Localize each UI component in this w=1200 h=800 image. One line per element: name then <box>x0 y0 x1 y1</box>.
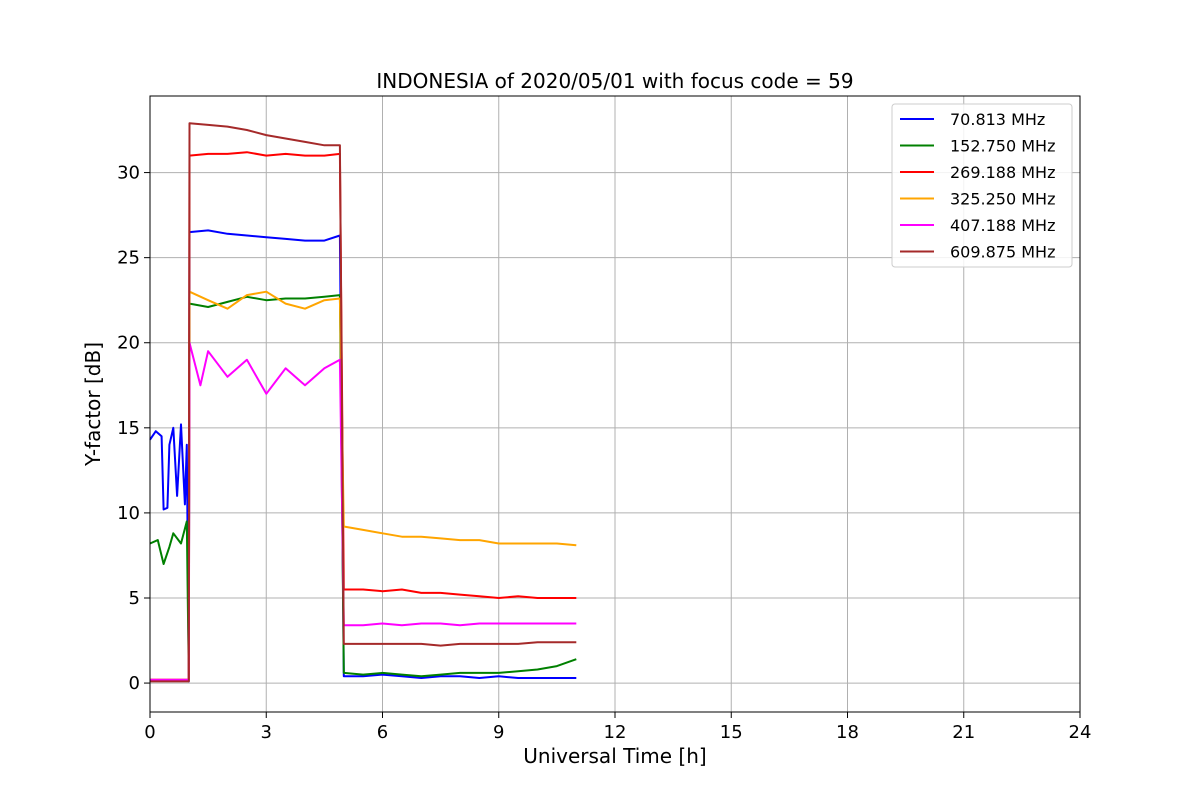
y-tick-label: 10 <box>117 503 140 524</box>
legend-entry-2: 269.188 MHz <box>950 163 1055 182</box>
legend-entry-0: 70.813 MHz <box>950 110 1045 129</box>
y-tick-label: 15 <box>117 418 140 439</box>
x-tick-label: 12 <box>604 722 627 743</box>
x-tick-label: 0 <box>144 722 155 743</box>
axis-ticks: 0 3 6 9 12 15 18 21 24 0 5 10 15 20 25 30 <box>117 163 1091 743</box>
y-tick-label: 30 <box>117 163 140 184</box>
y-tick-label: 25 <box>117 248 140 269</box>
legend: 70.813 MHz 152.750 MHz 269.188 MHz 325.250 … <box>891 103 1073 268</box>
legend-entry-4: 407.188 MHz <box>950 216 1055 235</box>
legend-entry-5: 609.875 MHz <box>950 243 1055 262</box>
x-tick-label: 6 <box>377 722 388 743</box>
series-line-0 <box>149 229 577 683</box>
x-tick-label: 9 <box>493 722 504 743</box>
chart-title: INDONESIA of 2020/05/01 with focus code … <box>376 69 853 93</box>
y-tick-label: 0 <box>129 673 140 694</box>
x-tick-label: 3 <box>261 722 272 743</box>
y-tick-label: 5 <box>129 588 140 609</box>
x-tick-label: 18 <box>836 722 859 743</box>
legend-box <box>891 103 1073 268</box>
legend-entry-3: 325.250 MHz <box>950 190 1055 209</box>
x-axis-label: Universal Time [h] <box>523 744 706 768</box>
plot-series <box>149 122 577 683</box>
legend-entry-1: 152.750 MHz <box>950 137 1055 156</box>
x-tick-label: 21 <box>952 722 975 743</box>
series-line-1 <box>149 294 577 681</box>
y-tick-label: 20 <box>117 333 140 354</box>
y-axis-label: Y-factor [dB] <box>81 342 105 467</box>
x-tick-label: 15 <box>720 722 743 743</box>
series-line-5 <box>150 122 577 683</box>
x-tick-label: 24 <box>1069 722 1092 743</box>
